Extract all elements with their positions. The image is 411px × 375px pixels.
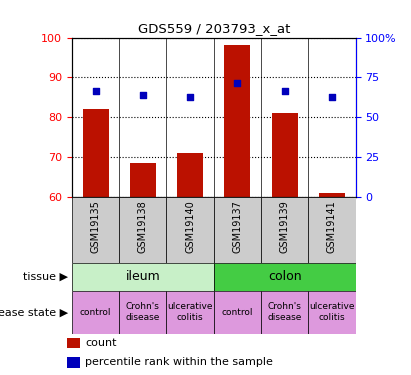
Text: percentile rank within the sample: percentile rank within the sample xyxy=(85,357,273,367)
Text: disease state ▶: disease state ▶ xyxy=(0,307,68,317)
Bar xyxy=(166,291,214,334)
Text: colon: colon xyxy=(268,270,301,283)
Bar xyxy=(119,197,166,262)
Point xyxy=(139,92,146,98)
Text: ulcerative
colitis: ulcerative colitis xyxy=(167,303,213,322)
Bar xyxy=(214,291,261,334)
Bar xyxy=(72,262,214,291)
Bar xyxy=(308,197,356,262)
Bar xyxy=(224,45,250,197)
Text: ulcerative
colitis: ulcerative colitis xyxy=(309,303,355,322)
Bar xyxy=(67,357,81,368)
Text: GSM19141: GSM19141 xyxy=(327,200,337,253)
Text: tissue ▶: tissue ▶ xyxy=(23,272,68,282)
Bar xyxy=(261,197,308,262)
Bar xyxy=(177,153,203,197)
Bar xyxy=(67,338,81,348)
Bar xyxy=(72,197,119,262)
Bar xyxy=(308,291,356,334)
Bar xyxy=(130,163,156,197)
Point xyxy=(281,88,288,94)
Text: GSM19135: GSM19135 xyxy=(90,200,101,253)
Title: GDS559 / 203793_x_at: GDS559 / 203793_x_at xyxy=(138,22,290,35)
Bar xyxy=(72,291,119,334)
Bar xyxy=(319,193,345,197)
Point xyxy=(234,80,241,86)
Text: GSM19140: GSM19140 xyxy=(185,200,195,253)
Point xyxy=(92,88,99,94)
Text: Crohn's
disease: Crohn's disease xyxy=(126,303,160,322)
Bar xyxy=(83,109,109,197)
Point xyxy=(187,94,193,100)
Text: GSM19138: GSM19138 xyxy=(138,200,148,253)
Bar xyxy=(272,113,298,197)
Bar xyxy=(214,197,261,262)
Bar xyxy=(214,262,356,291)
Text: control: control xyxy=(222,308,253,316)
Bar xyxy=(166,197,214,262)
Text: GSM19137: GSM19137 xyxy=(232,200,242,253)
Text: control: control xyxy=(80,308,111,316)
Point xyxy=(328,94,335,100)
Bar xyxy=(119,291,166,334)
Text: ileum: ileum xyxy=(125,270,160,283)
Text: count: count xyxy=(85,338,116,348)
Bar xyxy=(261,291,308,334)
Text: GSM19139: GSM19139 xyxy=(279,200,290,253)
Text: Crohn's
disease: Crohn's disease xyxy=(268,303,302,322)
